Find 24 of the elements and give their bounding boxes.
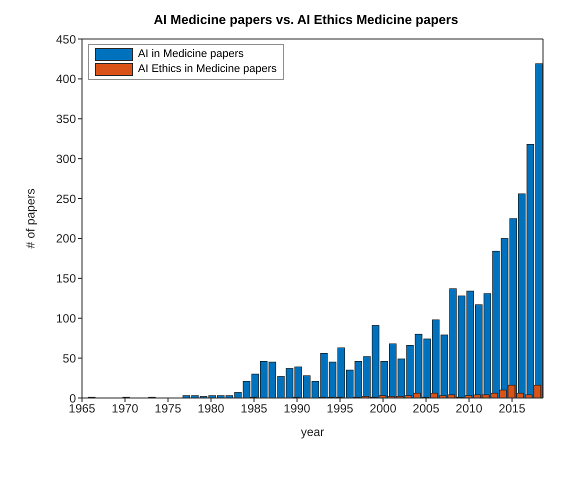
x-tick-label: 1995 <box>326 402 354 416</box>
y-tick-label: 150 <box>56 272 76 286</box>
x-tick-label: 1975 <box>154 402 182 416</box>
y-tick-label: 450 <box>56 32 76 46</box>
legend-label: AI in Medicine papers <box>138 47 244 62</box>
chart-title: AI Medicine papers vs. AI Ethics Medicine papers <box>154 12 458 27</box>
x-tick-label: 1985 <box>240 402 268 416</box>
x-axis-title: year <box>300 425 324 439</box>
x-tick-label: 1970 <box>112 402 139 416</box>
x-tick-label: 1980 <box>198 402 225 416</box>
y-tick-label: 300 <box>56 152 76 166</box>
y-tick-label: 50 <box>62 351 76 366</box>
y-tick-label: 200 <box>56 232 76 246</box>
x-tick-label: 2000 <box>370 402 397 416</box>
y-tick-label: 400 <box>56 72 76 86</box>
x-tick-label: 1990 <box>284 402 311 416</box>
x-tick-label: 2010 <box>456 402 483 416</box>
x-tick-label: 2015 <box>498 402 526 416</box>
y-tick-label: 350 <box>56 112 76 126</box>
legend-label: AI Ethics in Medicine papers <box>138 62 277 77</box>
y-tick-label: 100 <box>56 311 76 326</box>
y-axis-title: # of papers <box>23 188 38 249</box>
y-tick-label: 250 <box>56 192 76 206</box>
x-tick-label: 2005 <box>412 402 440 416</box>
